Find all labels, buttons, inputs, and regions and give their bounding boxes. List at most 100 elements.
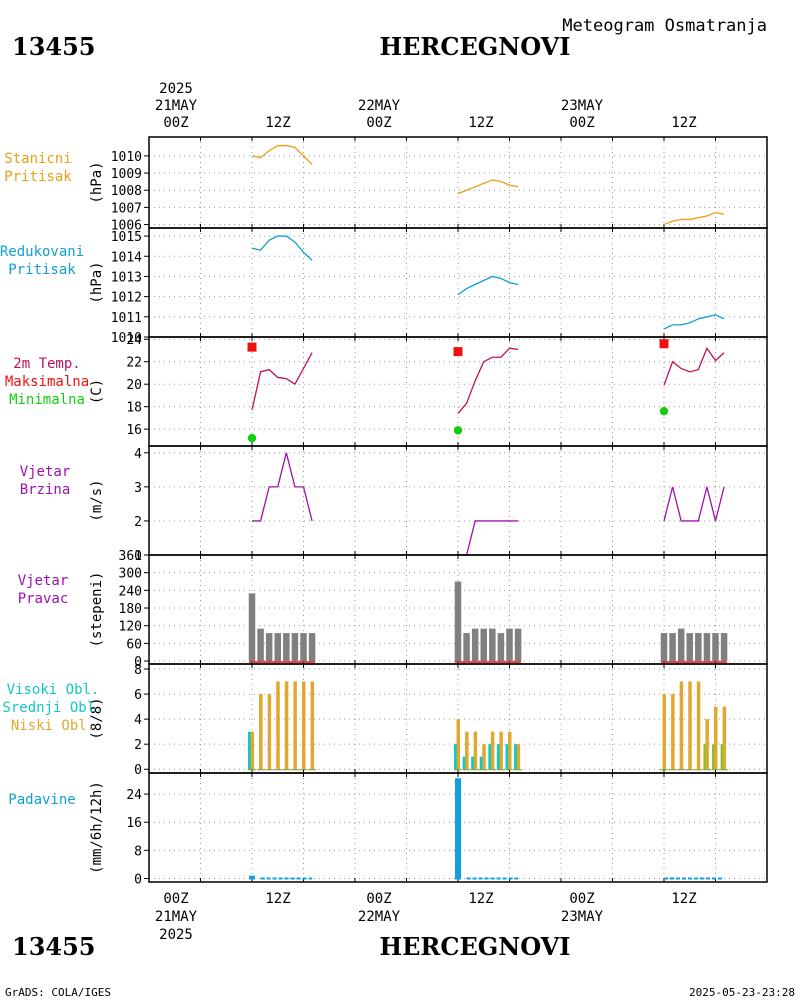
wind_direction-title-line: Vjetar xyxy=(18,573,69,589)
station-name-top: HERCEGNOVI xyxy=(379,32,570,61)
temperature-series-line xyxy=(663,346,725,386)
tmax-marker xyxy=(659,339,669,349)
reduced_pressure-series-line xyxy=(251,235,313,261)
low-cloud-bar xyxy=(473,731,478,770)
wind_speed-series-line xyxy=(252,452,313,522)
temperature-series-line xyxy=(251,352,313,411)
y-tick-label: 1009 xyxy=(111,167,142,182)
low-cloud-bar xyxy=(302,681,306,770)
direction-bar xyxy=(695,633,702,662)
low-cloud-bar xyxy=(465,731,469,770)
y-tick-label: 1010 xyxy=(111,150,142,165)
hour-label-bottom-0: 00Z xyxy=(163,891,188,907)
y-tick-label: 22 xyxy=(126,356,142,371)
temperature-series-line xyxy=(457,347,519,414)
station_pressure-title-line: Stanicni xyxy=(4,151,71,167)
y-tick-label: 1010 xyxy=(111,331,142,346)
precipitation-panel: 0 8 16 24 (mm/6h/12h) Padavine xyxy=(8,772,768,887)
tmax-marker xyxy=(247,342,257,352)
wind_speed-frame xyxy=(148,445,768,556)
direction-bar xyxy=(489,628,496,662)
direction-bar xyxy=(257,628,264,662)
tmin-marker xyxy=(247,433,257,443)
high-cloud-bar xyxy=(454,744,457,770)
reduced_pressure-frame xyxy=(148,227,768,338)
station_pressure-series-line xyxy=(663,211,725,226)
wind_direction-panel: 0 60 120 180 240 300 360 (stepeni) Vjetar Pravac xyxy=(18,549,768,670)
y-tick-label: 1006 xyxy=(111,219,142,234)
y-tick-label: 8 xyxy=(134,663,142,678)
reduced_pressure-series-line xyxy=(663,314,725,330)
low-cloud-bar xyxy=(267,694,272,770)
hour-label-top-5: 12Z xyxy=(671,115,696,131)
y-tick-label: 3 xyxy=(134,481,142,496)
direction-bar xyxy=(712,633,719,662)
temperature-title-line: 2m Temp. xyxy=(13,356,80,372)
timestamp-label: 2025-05-23-23:28 xyxy=(689,986,795,999)
clouds-panel: 0 2 4 6 8 (8/8)Visoki Obl. Srednji Obl. Niski O… xyxy=(2,663,768,778)
day-label-bottom-1: 22MAY xyxy=(358,909,401,925)
reduced_pressure-title-line: Pritisak xyxy=(8,262,76,278)
y-tick-label: 240 xyxy=(119,584,142,599)
direction-bar xyxy=(454,581,462,662)
mid-cloud-bar xyxy=(703,744,706,770)
y-tick-label: 4 xyxy=(134,447,142,462)
y-tick-label: 24 xyxy=(126,333,142,348)
direction-bar xyxy=(669,633,676,662)
hour-label-top-1: 12Z xyxy=(265,115,290,131)
y-tick-label: 180 xyxy=(119,602,142,617)
direction-bar xyxy=(506,628,513,662)
y-tick-label: 120 xyxy=(119,620,142,635)
clouds-title-line: Srednji Obl. xyxy=(2,700,103,716)
y-tick-label: 1007 xyxy=(111,201,142,216)
wind_direction-title-line: Pravac xyxy=(18,591,69,607)
direction-bar xyxy=(265,633,273,662)
y-tick-label: 0 xyxy=(134,872,142,887)
direction-bar xyxy=(283,633,290,662)
day-label-bottom-0: 21MAY xyxy=(155,909,198,925)
low-cloud-bar xyxy=(250,731,254,770)
high-cloud-bar xyxy=(488,744,491,770)
wind_speed-title-line: Vjetar xyxy=(20,464,71,480)
y-tick-label: 360 xyxy=(119,549,142,564)
wind_speed-series-line xyxy=(663,486,725,522)
station-name-bottom: HERCEGNOVI xyxy=(379,932,570,961)
direction-bar xyxy=(248,593,256,662)
low-cloud-bar xyxy=(499,731,503,770)
year-label-top: 2025 xyxy=(159,81,193,97)
high-cloud-bar xyxy=(479,756,483,770)
low-cloud-bar xyxy=(679,681,684,770)
tmin-marker xyxy=(659,406,669,416)
hour-label-bottom-5: 12Z xyxy=(671,891,696,907)
day-label-top-1: 22MAY xyxy=(358,98,401,114)
y-tick-label: 18 xyxy=(126,401,142,416)
hour-label-top-3: 12Z xyxy=(468,115,493,131)
low-cloud-bar xyxy=(714,706,718,770)
direction-bar xyxy=(703,633,711,662)
low-cloud-bar xyxy=(490,731,495,770)
panels-group: 10061007100810091010(hPa)StanicniPritisa… xyxy=(0,136,768,887)
wind_speed-panel: 1 2 3 4 (m/s) Vjetar Brzina xyxy=(20,445,768,564)
direction-bar xyxy=(471,628,479,662)
direction-bar xyxy=(686,633,693,662)
low-cloud-bar xyxy=(284,681,289,770)
low-cloud-bar xyxy=(696,681,701,770)
hour-label-bottom-4: 00Z xyxy=(569,891,594,907)
y-tick-label: 6 xyxy=(134,688,142,703)
y-tick-label: 1011 xyxy=(111,311,142,326)
y-tick-label: 1015 xyxy=(111,230,142,245)
temperature-ylabel: (C) xyxy=(89,379,105,404)
y-tick-label: 300 xyxy=(119,567,142,582)
high-cloud-bar xyxy=(505,744,508,770)
low-cloud-bar xyxy=(671,694,675,770)
station_pressure-series-line xyxy=(457,179,519,195)
low-cloud-bar xyxy=(293,681,297,770)
low-cloud-bar xyxy=(662,694,666,770)
hour-label-bottom-1: 12Z xyxy=(265,891,290,907)
high-cloud-bar xyxy=(248,731,251,770)
chart-subtitle: Meteogram Osmatranja xyxy=(562,16,767,36)
low-cloud-bar xyxy=(456,719,460,770)
reduced_pressure-series-line xyxy=(457,275,519,296)
station-id-bottom: 13455 xyxy=(12,932,96,961)
